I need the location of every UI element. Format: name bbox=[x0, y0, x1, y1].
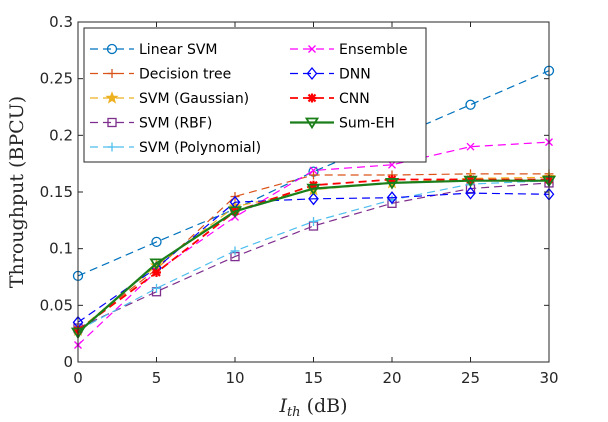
legend-item: SVM (Polynomial) bbox=[90, 140, 261, 156]
legend-marker bbox=[106, 43, 118, 55]
series-line bbox=[77, 70, 550, 277]
data-point bbox=[463, 175, 478, 188]
x-axis-label: Ith (dB) bbox=[278, 395, 347, 420]
data-point bbox=[306, 183, 321, 196]
data-point bbox=[384, 178, 400, 190]
x-tick-label: 15 bbox=[304, 369, 323, 387]
data-point bbox=[149, 258, 164, 271]
y-tick-label: 0.3 bbox=[49, 13, 73, 31]
x-tick-label: 5 bbox=[152, 369, 162, 387]
y-tick-label: 0.1 bbox=[49, 240, 73, 258]
legend-label: Sum-EH bbox=[339, 116, 395, 132]
data-point bbox=[230, 246, 240, 256]
y-tick-label: 0.15 bbox=[40, 183, 73, 201]
data-point bbox=[465, 99, 476, 110]
x-tick-label: 30 bbox=[539, 369, 558, 387]
legend-item: Decision tree bbox=[90, 67, 231, 83]
legend-label: SVM (Gaussian) bbox=[139, 91, 249, 107]
series-line bbox=[77, 179, 549, 334]
data-point bbox=[309, 166, 318, 175]
legend-label: Decision tree bbox=[139, 67, 231, 83]
data-point bbox=[466, 142, 475, 151]
legend-marker bbox=[307, 93, 317, 103]
data-point bbox=[152, 267, 161, 277]
data-point bbox=[151, 236, 162, 248]
axes: 0 5 10 15 20 25 30 0 0.05 0.1 0.15 0.2 0.25 0.3 Ith (d… bbox=[6, 13, 559, 420]
legend-item: CNN bbox=[290, 91, 370, 107]
legend-item: Linear SVM bbox=[90, 42, 218, 58]
legend-marker bbox=[105, 91, 119, 104]
legend-item: SVM (RBF) bbox=[90, 116, 212, 132]
legend-label: SVM (Polynomial) bbox=[139, 140, 261, 156]
data-point bbox=[309, 216, 318, 226]
y-tick-label: 0.05 bbox=[40, 296, 73, 314]
legend-marker bbox=[308, 45, 316, 53]
legend-label: Linear SVM bbox=[139, 42, 218, 58]
data-point bbox=[386, 191, 398, 205]
legend-marker bbox=[107, 142, 117, 152]
legend-box bbox=[83, 27, 427, 163]
legend-item: DNN bbox=[290, 67, 371, 83]
data-point bbox=[152, 283, 161, 293]
legend-marker bbox=[107, 117, 117, 128]
x-tick-label: 25 bbox=[461, 369, 480, 387]
y-tick-label: 0.2 bbox=[49, 126, 73, 144]
legend-marker bbox=[306, 66, 318, 81]
y-axis-label: Throughput (BPCU) bbox=[6, 96, 28, 288]
x-tick-label: 0 bbox=[73, 369, 83, 387]
legend-label: SVM (RBF) bbox=[139, 116, 212, 132]
x-tick-label: 20 bbox=[382, 369, 401, 387]
legend-label: DNN bbox=[339, 67, 371, 83]
legend-item: Sum-EH bbox=[290, 116, 395, 132]
y-tick-label: 0.25 bbox=[40, 70, 73, 88]
legend-item: Ensemble bbox=[290, 42, 408, 58]
legend-item: SVM (Gaussian) bbox=[90, 91, 249, 107]
legend-marker bbox=[304, 117, 320, 130]
legend-marker bbox=[107, 69, 117, 78]
legend-label: CNN bbox=[339, 91, 370, 107]
y-tick-label: 0 bbox=[63, 353, 73, 371]
legend: Linear SVM Decision tree SVM (Gaussian) SVM… bbox=[83, 27, 427, 163]
x-tick-label: 10 bbox=[225, 369, 244, 387]
legend-label: Ensemble bbox=[339, 42, 408, 58]
data-point bbox=[465, 186, 476, 200]
data-point bbox=[309, 170, 318, 180]
data-point bbox=[227, 206, 243, 218]
data-point bbox=[308, 192, 319, 206]
